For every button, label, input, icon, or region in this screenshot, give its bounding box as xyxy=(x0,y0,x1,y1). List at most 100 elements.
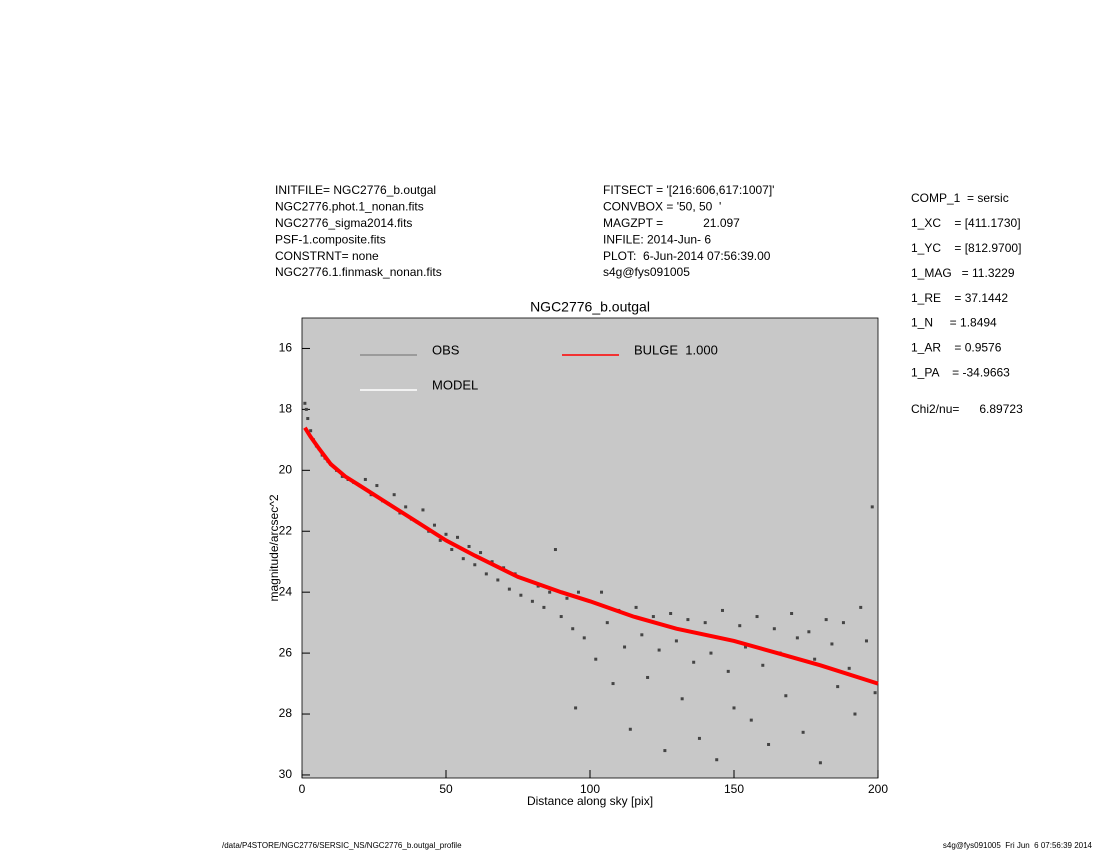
obs-point xyxy=(576,590,580,594)
obs-point xyxy=(841,621,845,625)
x-tick-label: 50 xyxy=(439,782,453,796)
obs-point xyxy=(565,596,569,600)
obs-point xyxy=(755,615,759,619)
obs-point xyxy=(444,532,448,536)
legend-label: MODEL xyxy=(432,377,478,392)
plot-data xyxy=(303,401,879,765)
obs-point xyxy=(375,484,379,488)
fit-parameter: Chi2/nu= 6.89723 xyxy=(911,402,1023,416)
x-axis-label: Distance along sky [pix] xyxy=(527,794,653,808)
obs-point xyxy=(473,563,477,567)
obs-point xyxy=(651,615,655,619)
obs-point xyxy=(864,639,868,643)
fit-parameter: 1_RE = 37.1442 xyxy=(911,291,1008,305)
plot-background xyxy=(301,317,879,779)
obs-point xyxy=(767,742,771,746)
obs-point xyxy=(640,633,644,637)
obs-point xyxy=(553,548,557,552)
header-middle-line: PLOT: 6-Jun-2014 07:56:39.00 xyxy=(603,249,771,263)
header-left-line: NGC2776.1.finmask_nonan.fits xyxy=(275,265,442,279)
obs-point xyxy=(484,572,488,576)
header-left-line: CONSTRNT= none xyxy=(275,249,379,263)
obs-point xyxy=(847,666,851,670)
fit-parameter: 1_MAG = 11.3229 xyxy=(911,266,1015,280)
obs-point xyxy=(873,691,877,695)
obs-point xyxy=(703,621,707,625)
obs-point xyxy=(438,538,442,542)
legend-label: BULGE 1.000 xyxy=(634,342,718,357)
obs-point xyxy=(496,578,500,582)
obs-point xyxy=(559,615,563,619)
footer-right: s4g@fys091005 Fri Jun 6 07:56:39 2014 xyxy=(943,841,1093,850)
obs-point xyxy=(715,758,719,762)
obs-point xyxy=(692,660,696,664)
y-tick-label: 22 xyxy=(279,523,293,537)
y-tick-label: 20 xyxy=(279,462,293,476)
obs-point xyxy=(807,630,811,634)
obs-point xyxy=(628,727,632,731)
obs-point xyxy=(669,611,673,615)
x-tick-label: 200 xyxy=(868,782,888,796)
obs-point xyxy=(795,636,799,640)
obs-point xyxy=(726,669,730,673)
obs-point xyxy=(519,593,523,597)
obs-point xyxy=(507,587,511,591)
y-tick-label: 30 xyxy=(279,767,293,781)
obs-point xyxy=(813,657,817,661)
obs-point xyxy=(818,761,822,765)
fit-parameter: 1_PA = -34.9663 xyxy=(911,365,1010,379)
obs-point xyxy=(574,706,578,710)
x-tick-label: 0 xyxy=(299,782,306,796)
obs-point xyxy=(309,429,313,433)
header-middle-line: INFILE: 2014-Jun- 6 xyxy=(603,232,711,246)
header-left-line: NGC2776_sigma2014.fits xyxy=(275,216,412,230)
x-tick-label: 150 xyxy=(724,782,744,796)
obs-point xyxy=(456,535,460,539)
fit-parameter: COMP_1 = sersic xyxy=(911,191,1009,205)
obs-point xyxy=(674,639,678,643)
obs-point xyxy=(697,736,701,740)
obs-point xyxy=(870,505,874,509)
header-left-line: PSF-1.composite.fits xyxy=(275,232,386,246)
y-axis-label: magnitude/arcsec^2 xyxy=(267,494,281,601)
obs-point xyxy=(663,749,667,753)
obs-point xyxy=(363,477,367,481)
obs-point xyxy=(479,551,483,555)
obs-point xyxy=(304,407,308,411)
y-tick-label: 16 xyxy=(279,341,293,355)
obs-point xyxy=(461,557,465,561)
obs-point xyxy=(467,544,471,548)
obs-point xyxy=(720,608,724,612)
obs-point xyxy=(582,636,586,640)
profile-line xyxy=(303,426,879,686)
obs-point xyxy=(306,417,310,421)
fit-parameter: 1_YC = [812.9700] xyxy=(911,241,1021,255)
y-tick-label: 24 xyxy=(279,584,293,598)
obs-point xyxy=(594,657,598,661)
obs-point xyxy=(790,611,794,615)
obs-point xyxy=(830,642,834,646)
obs-point xyxy=(824,618,828,622)
obs-point xyxy=(450,548,454,552)
obs-point xyxy=(784,694,788,698)
header-middle-line: s4g@fys091005 xyxy=(603,265,690,279)
obs-point xyxy=(836,685,840,689)
obs-point xyxy=(859,605,863,609)
obs-point xyxy=(749,718,753,722)
obs-point xyxy=(404,505,408,509)
obs-point xyxy=(605,621,609,625)
header-left-line: INITFILE= NGC2776_b.outgal xyxy=(275,183,436,197)
header-middle-line: CONVBOX = '50, 50 ' xyxy=(603,200,721,214)
y-tick-label: 18 xyxy=(279,402,293,416)
obs-point xyxy=(657,648,661,652)
obs-point xyxy=(548,590,552,594)
obs-point xyxy=(732,706,736,710)
fit-parameter: 1_N = 1.8494 xyxy=(911,316,997,330)
obs-point xyxy=(303,401,307,405)
obs-point xyxy=(853,712,857,716)
obs-point xyxy=(611,682,615,686)
obs-point xyxy=(542,605,546,609)
obs-point xyxy=(772,627,776,631)
footer-left: /data/P4STORE/NGC2776/SERSIC_NS/NGC2776_… xyxy=(222,841,462,850)
